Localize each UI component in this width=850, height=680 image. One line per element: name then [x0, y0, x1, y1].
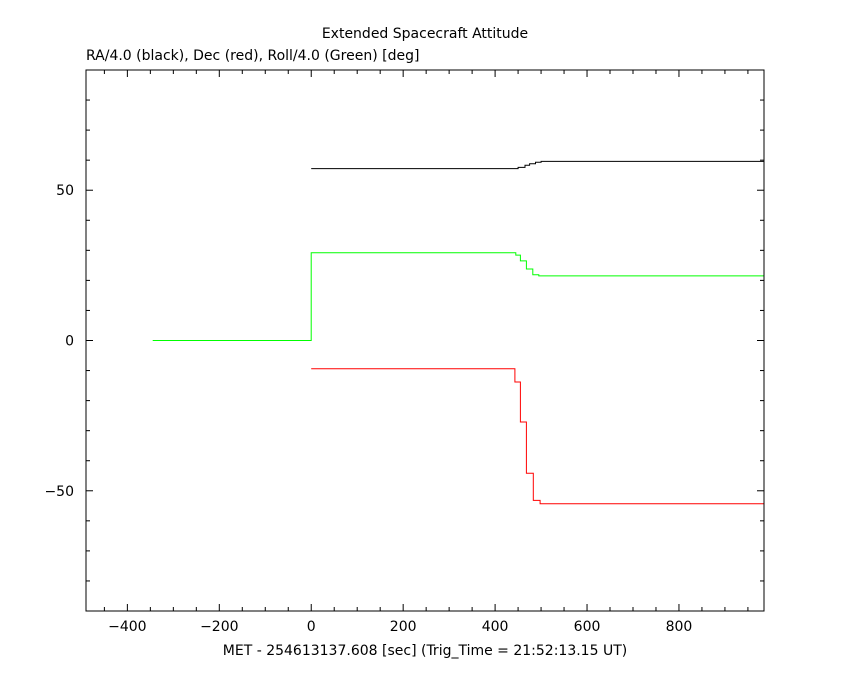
x-axis-label: MET - 254613137.608 [sec] (Trig_Time = 2… — [223, 643, 627, 659]
x-tick-label: 200 — [390, 619, 417, 635]
x-tick-label: 800 — [666, 619, 693, 635]
y-tick-label: −50 — [44, 484, 74, 500]
series-layer — [152, 160, 764, 505]
chart-subtitle: RA/4.0 (black), Dec (red), Roll/4.0 (Gre… — [86, 48, 419, 64]
series-line-1 — [311, 368, 764, 505]
series-line-2 — [152, 252, 764, 341]
plot-frame — [85, 69, 765, 612]
x-tick-label: 0 — [307, 619, 316, 635]
x-tick-label: −400 — [108, 619, 146, 635]
series-line-0 — [311, 160, 764, 170]
tick-layer: −400 −200 0 200 400 600 800 −50 0 50 — [44, 69, 764, 635]
chart-title: Extended Spacecraft Attitude — [322, 26, 528, 42]
y-tick-label: 0 — [65, 334, 74, 350]
y-tick-label: 50 — [56, 183, 74, 199]
x-tick-label: 600 — [574, 619, 601, 635]
x-tick-label: −200 — [200, 619, 238, 635]
x-tick-label: 400 — [482, 619, 509, 635]
